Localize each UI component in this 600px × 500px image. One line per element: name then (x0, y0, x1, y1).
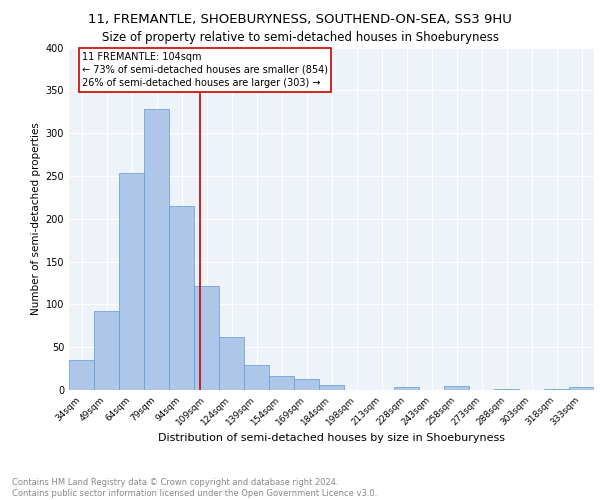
Bar (144, 109, 169, 390)
Bar (94, 311, 119, 390)
Bar (394, 386, 419, 390)
Bar (194, 286, 219, 390)
Bar (444, 386, 469, 390)
Text: 11, FREMANTLE, SHOEBURYNESS, SOUTHEND-ON-SEA, SS3 9HU: 11, FREMANTLE, SHOEBURYNESS, SOUTHEND-ON… (88, 12, 512, 26)
Bar (544, 389, 569, 390)
Bar (119, 174, 144, 390)
Bar (294, 379, 319, 390)
Y-axis label: Number of semi-detached properties: Number of semi-detached properties (31, 122, 41, 315)
Text: 11 FREMANTLE: 104sqm
← 73% of semi-detached houses are smaller (854)
26% of semi: 11 FREMANTLE: 104sqm ← 73% of semi-detac… (82, 52, 328, 88)
X-axis label: Distribution of semi-detached houses by size in Shoeburyness: Distribution of semi-detached houses by … (158, 432, 505, 442)
Bar (269, 376, 294, 390)
Bar (244, 365, 269, 390)
Bar (569, 386, 594, 390)
Bar (169, 206, 194, 390)
Bar (219, 337, 244, 390)
Bar (319, 385, 344, 390)
Bar (69, 360, 94, 390)
Bar (494, 389, 519, 390)
Text: Contains HM Land Registry data © Crown copyright and database right 2024.
Contai: Contains HM Land Registry data © Crown c… (12, 478, 377, 498)
Text: Size of property relative to semi-detached houses in Shoeburyness: Size of property relative to semi-detach… (101, 31, 499, 44)
